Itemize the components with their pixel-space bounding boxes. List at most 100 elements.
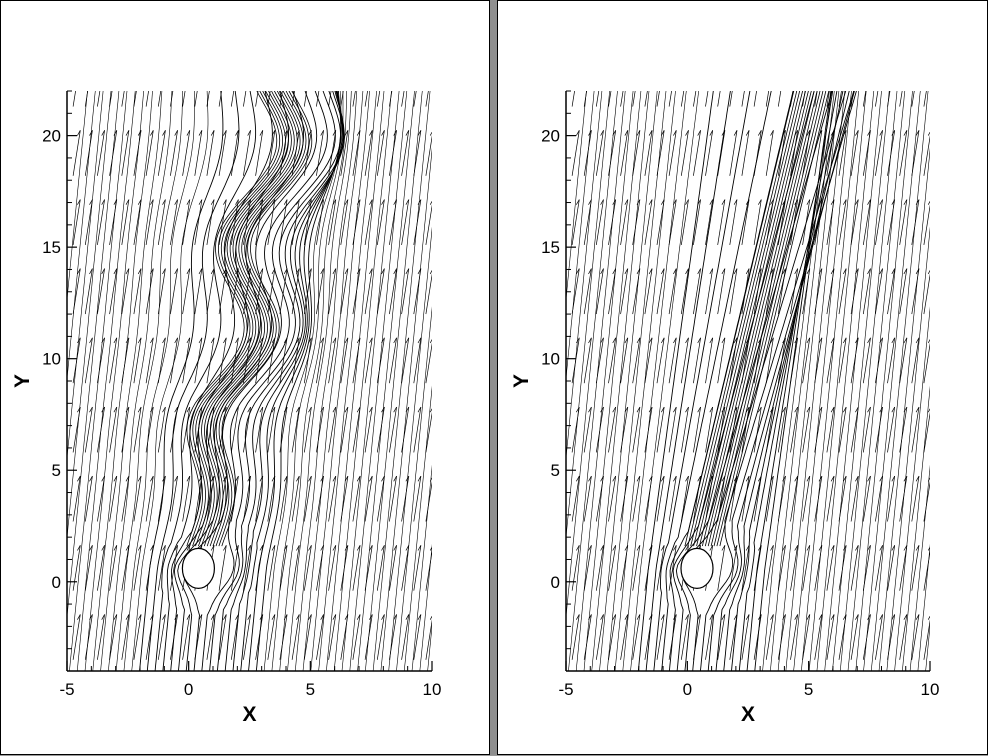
left-vector-arrow bbox=[121, 614, 130, 660]
right-vector-head bbox=[794, 130, 799, 136]
left-vector-arrow bbox=[230, 476, 239, 522]
left-vector-arrow bbox=[401, 406, 410, 453]
right-vector-head bbox=[830, 130, 835, 136]
right-vector-arrow bbox=[632, 406, 641, 453]
left-vector-head bbox=[125, 268, 130, 275]
left-vector-arrow bbox=[133, 91, 137, 107]
left-vector-arrow bbox=[133, 614, 142, 660]
left-vector-head bbox=[210, 130, 215, 136]
right-vector-arrow bbox=[705, 476, 714, 522]
right-vector-head bbox=[745, 406, 750, 413]
right-vector-head bbox=[903, 199, 908, 205]
left-vector-head bbox=[162, 475, 166, 482]
left-vector-head bbox=[113, 475, 118, 482]
right-vector-arrow bbox=[717, 614, 726, 660]
left-vector-arrow bbox=[401, 545, 410, 591]
left-vector-arrow bbox=[255, 614, 264, 660]
left-vector-arrow bbox=[84, 91, 89, 107]
left-vector-head bbox=[308, 475, 312, 482]
left-streamline bbox=[263, 91, 342, 671]
right-vector-head bbox=[867, 406, 871, 413]
left-vector-arrow bbox=[243, 545, 251, 591]
right-streamline bbox=[723, 91, 850, 671]
right-wake-streamline bbox=[710, 91, 821, 547]
right-vector-arrow bbox=[668, 406, 677, 453]
left-vector-arrow bbox=[364, 268, 373, 315]
left-vector-arrow bbox=[303, 130, 312, 176]
left-vector-arrow bbox=[352, 406, 361, 453]
left-vector-arrow bbox=[109, 268, 118, 315]
right-vector-head bbox=[612, 199, 617, 205]
right-vector-head bbox=[709, 545, 714, 551]
right-vector-arrow bbox=[632, 545, 641, 591]
left-vector-arrow bbox=[413, 545, 422, 591]
left-vector-head bbox=[198, 199, 203, 205]
right-vector-head bbox=[636, 406, 641, 413]
right-vector-head bbox=[903, 614, 908, 620]
left-vector-arrow bbox=[243, 130, 251, 176]
right-vector-arrow bbox=[875, 268, 883, 315]
right-vector-arrow bbox=[705, 614, 714, 660]
right-vector-head bbox=[648, 130, 653, 136]
left-vector-head bbox=[271, 475, 276, 482]
right-vector-arrow bbox=[583, 268, 592, 315]
right-streamline bbox=[566, 91, 603, 461]
right-vector-head bbox=[697, 614, 701, 620]
right-vector-arrow bbox=[753, 337, 762, 384]
right-vector-head bbox=[891, 268, 896, 275]
left-vector-head bbox=[223, 199, 227, 205]
left-vector-head bbox=[259, 130, 264, 136]
right-vector-arrow bbox=[680, 476, 689, 522]
right-vector-arrow bbox=[802, 545, 811, 591]
left-streamline bbox=[433, 69, 491, 694]
right-vector-head bbox=[927, 615, 930, 620]
right-vector-arrow bbox=[802, 130, 811, 176]
left-vector-head bbox=[210, 475, 215, 482]
right-vector-arrow bbox=[753, 476, 762, 522]
right-vector-head bbox=[806, 337, 811, 344]
right-vector-arrow bbox=[862, 337, 871, 384]
left-vector-arrow bbox=[389, 337, 397, 384]
right-vector-head bbox=[830, 337, 835, 344]
right-vector-head bbox=[867, 337, 871, 344]
left-vector-head bbox=[417, 614, 422, 620]
left-vector-head bbox=[247, 614, 251, 620]
left-vector-head bbox=[429, 339, 432, 344]
left-vector-arrow bbox=[267, 130, 276, 176]
right-vector-arrow bbox=[668, 268, 677, 315]
right-vector-arrow bbox=[571, 545, 580, 591]
left-vector-head bbox=[247, 406, 251, 413]
right-vector-head bbox=[830, 406, 835, 413]
right-vector-head bbox=[685, 545, 689, 551]
left-vector-head bbox=[271, 337, 276, 344]
left-vector-arrow bbox=[109, 476, 118, 522]
right-vector-arrow bbox=[862, 476, 871, 522]
right-vector-arrow bbox=[887, 130, 896, 176]
right-vector-arrow bbox=[838, 130, 847, 176]
right-vector-arrow bbox=[729, 268, 738, 315]
left-vector-head bbox=[356, 406, 361, 413]
right-vector-head bbox=[915, 199, 920, 205]
left-vector-arrow bbox=[291, 130, 300, 176]
left-vector-arrow bbox=[157, 91, 162, 107]
left-vector-head bbox=[308, 614, 312, 620]
right-vector-head bbox=[697, 199, 701, 205]
left-vector-head bbox=[271, 545, 276, 551]
right-vector-head bbox=[891, 199, 896, 205]
left-vector-head bbox=[113, 337, 118, 344]
left-vector-head bbox=[369, 475, 373, 482]
left-vector-head bbox=[344, 475, 349, 482]
right-vector-head bbox=[867, 475, 871, 482]
right-vector-head bbox=[794, 475, 799, 482]
left-vector-head bbox=[309, 61, 312, 66]
left-vector-head bbox=[101, 475, 105, 482]
left-vector-head bbox=[296, 614, 300, 620]
right-vector-arrow bbox=[862, 130, 871, 176]
left-vector-arrow bbox=[376, 406, 385, 453]
right-streamline bbox=[583, 91, 642, 671]
left-axes: -5 0 5 10 0 5 10 15 20 X Y bbox=[11, 90, 441, 726]
right-vector-head bbox=[612, 406, 617, 413]
right-vector-arrow bbox=[571, 614, 580, 660]
left-vector-head bbox=[296, 130, 300, 136]
right-vector-arrow bbox=[741, 545, 750, 591]
